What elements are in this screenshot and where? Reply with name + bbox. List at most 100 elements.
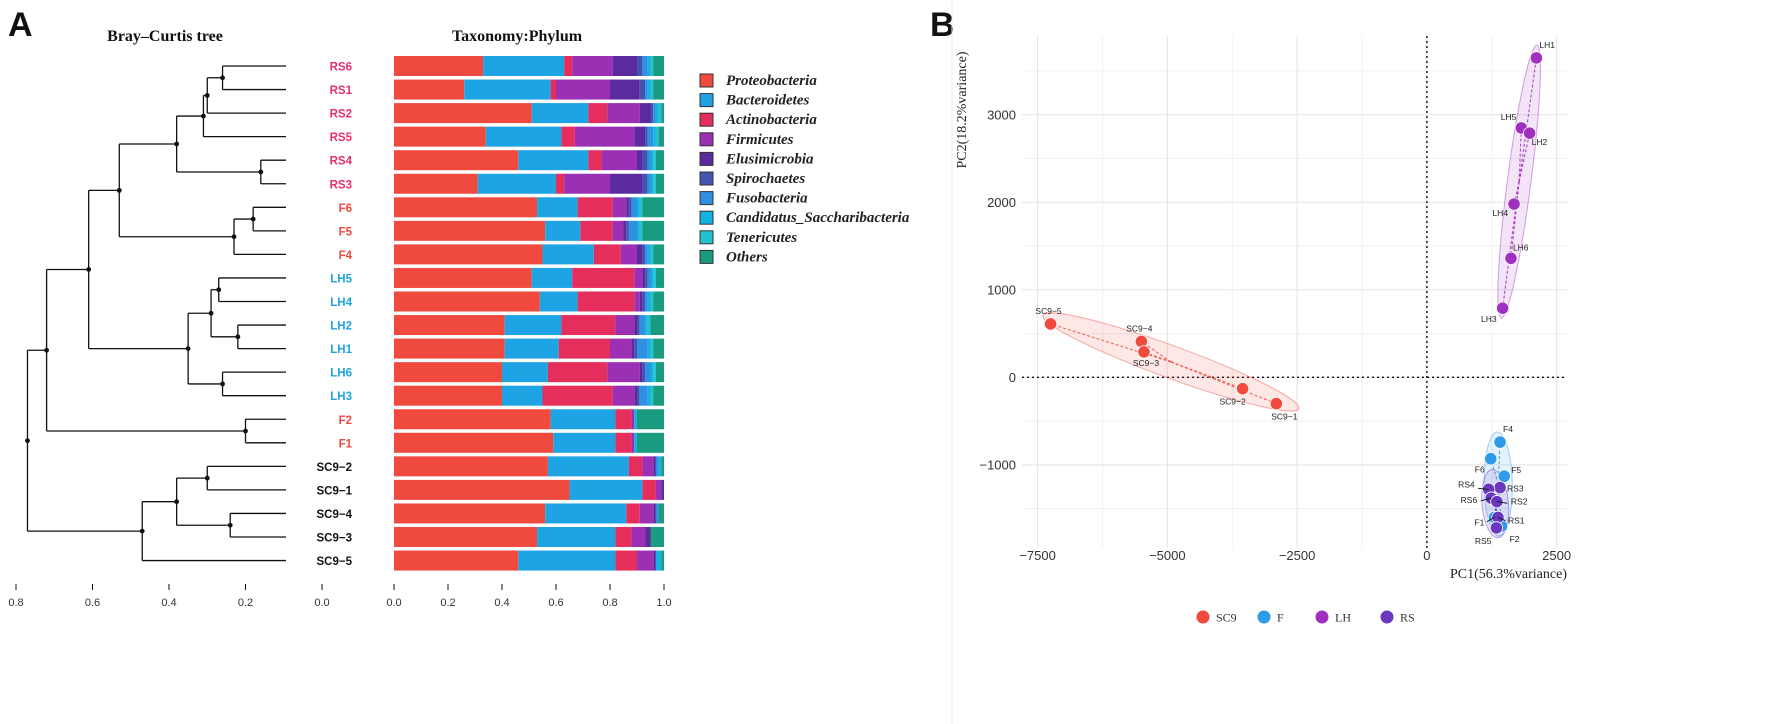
point-label-leader <box>1497 516 1506 522</box>
bar-segment <box>650 315 664 336</box>
bar-segment <box>653 56 664 76</box>
bar-segment <box>645 362 651 383</box>
bar-segment <box>634 338 637 359</box>
bar-row <box>394 362 664 383</box>
bar-segment <box>650 173 654 194</box>
bar-segment <box>394 315 505 336</box>
scatter-point <box>1497 469 1511 483</box>
bar-segment <box>639 197 643 218</box>
legend-item: Tenericutes <box>699 230 797 246</box>
bar-segment <box>637 385 640 406</box>
bar-segment <box>642 267 646 288</box>
y-tick-label: −1000 <box>979 457 1016 472</box>
bar-segment <box>653 126 656 147</box>
bar-segment <box>653 79 664 100</box>
bar-segment <box>394 244 543 265</box>
scatter-point <box>1493 435 1507 449</box>
bar-segment <box>634 409 637 430</box>
legend-swatch <box>699 73 714 88</box>
group-spoke <box>1170 361 1277 405</box>
scatter-point <box>1507 197 1521 211</box>
bar-row <box>394 315 664 336</box>
dendrogram-node <box>208 310 214 316</box>
pca-legend-label: F <box>1277 611 1284 625</box>
bar-segment <box>556 173 565 194</box>
y-tick-label: 3000 <box>987 107 1016 122</box>
legend-swatch <box>699 151 714 166</box>
group-spoke <box>1518 133 1531 182</box>
leaf-label: LH4 <box>330 297 352 309</box>
x-tick-label: 2500 <box>1542 548 1571 563</box>
legend-swatch <box>699 191 714 206</box>
leaf-label: SC9−1 <box>317 485 353 497</box>
point-label: RS3 <box>1507 484 1524 494</box>
pca-legend-marker <box>1380 610 1394 624</box>
scatter-point <box>1496 301 1510 315</box>
bar-segment <box>572 267 635 288</box>
bar-row <box>394 150 664 171</box>
bar-segment <box>394 456 548 477</box>
bar-segment <box>531 267 573 288</box>
bar-tick-label: 0.0 <box>386 597 401 609</box>
bar-segment <box>645 244 648 265</box>
bar-segment <box>394 338 505 359</box>
bar-segment <box>545 503 627 524</box>
legend-swatch <box>699 230 714 245</box>
leaf-label: RS5 <box>330 132 353 144</box>
bar-segment <box>653 103 656 124</box>
bar-segment <box>655 103 659 124</box>
bar-row <box>394 220 664 241</box>
bar-segment <box>394 267 532 288</box>
bar-segment <box>655 267 664 288</box>
bar-segment <box>639 315 646 336</box>
bar-segment <box>658 103 662 124</box>
leaf-label: SC9−3 <box>317 533 352 545</box>
bar-segment <box>539 291 578 312</box>
point-label: SC9−3 <box>1133 358 1159 368</box>
legend-swatch <box>699 93 714 108</box>
bar-segment <box>658 503 664 524</box>
legend-item: Others <box>699 249 768 265</box>
point-label: LH2 <box>1532 137 1548 147</box>
bar-segment <box>647 244 651 265</box>
bar-segment <box>394 527 538 547</box>
bar-segment <box>612 56 637 76</box>
bar-segment <box>655 150 664 171</box>
pca-legend-label: LH <box>1335 611 1351 625</box>
bar-segment <box>650 291 654 312</box>
bar-segment <box>394 220 546 241</box>
point-label: F1 <box>1474 517 1484 527</box>
bar-segment <box>537 197 578 218</box>
bar-segment <box>647 291 651 312</box>
bar-segment <box>655 456 659 477</box>
bar-segment <box>650 527 664 547</box>
bar-segment <box>647 338 651 359</box>
scatter-point <box>1529 51 1543 65</box>
point-label: RS2 <box>1511 497 1528 507</box>
point-label-leader <box>1486 516 1495 523</box>
bar-segment <box>642 479 656 500</box>
pca-legend-item: F <box>1257 610 1284 625</box>
bar-segment <box>642 291 646 312</box>
bar-row <box>394 456 664 477</box>
bar-segment <box>394 79 465 100</box>
bar-segment <box>394 56 484 76</box>
phylum-legend: Proteobacteria Bacteroidetes Actinobacteri… <box>699 73 910 265</box>
bar-segment <box>550 409 616 430</box>
bar-segment <box>653 503 656 524</box>
bar-segment <box>615 432 632 453</box>
bar-segment <box>647 267 651 288</box>
bar-segment <box>661 103 664 124</box>
bar-segment <box>653 338 664 359</box>
point-label: SC9−1 <box>1271 412 1297 422</box>
bar-row <box>394 267 664 288</box>
bar-segment <box>637 220 640 241</box>
group-spoke <box>1513 181 1520 205</box>
leaf-label: RS4 <box>330 156 353 168</box>
bar-row <box>394 244 664 265</box>
bar-segment <box>655 503 659 524</box>
bar-segment <box>531 103 589 124</box>
bar-segment <box>574 126 635 147</box>
bar-segment <box>547 362 608 383</box>
bar-segment <box>639 503 654 524</box>
